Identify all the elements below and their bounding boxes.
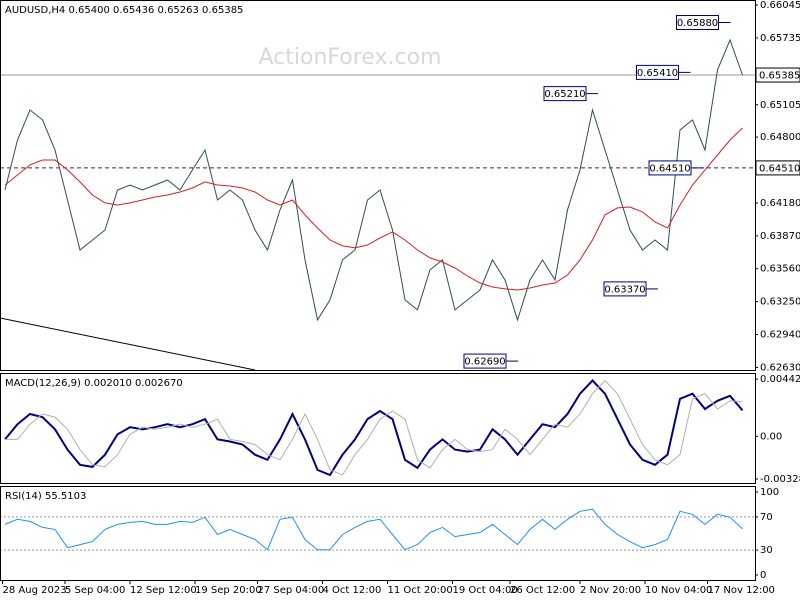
y-tick-label: 100 — [760, 487, 779, 498]
x-tick-label: 19 Oct 04:00 — [453, 585, 518, 596]
annotation-box — [603, 281, 647, 297]
y-tick-label: 70 — [760, 512, 773, 523]
y-tick-label: 0 — [760, 570, 766, 581]
annotation-label: 0.62690 — [464, 357, 505, 368]
x-tick-label: 17 Nov 12:00 — [708, 585, 775, 596]
annotation-label: 0.65410 — [637, 68, 678, 79]
annotation-label: 0.64510 — [649, 163, 690, 174]
y-tick-label: 0.66045 — [760, 0, 800, 11]
series-line — [4, 127, 743, 291]
x-tick-label: 27 Sep 04:00 — [258, 585, 325, 596]
y-tick-label: 0.62940 — [760, 330, 800, 341]
series-line — [5, 379, 743, 476]
y-tick-label: 30 — [760, 545, 773, 556]
x-tick-label: 4 Oct 12:00 — [323, 585, 382, 596]
annotation-box — [543, 86, 587, 102]
annotation-box — [463, 353, 507, 369]
series-line — [4, 38, 743, 322]
trend-line — [0, 317, 256, 371]
panel-title: MACD(12,26,9) 0.002010 0.002670 — [5, 378, 183, 389]
annotation-label: 0.65880 — [677, 18, 718, 29]
x-tick-label: 5 Sep 04:00 — [65, 585, 125, 596]
annotation-box — [636, 64, 679, 80]
x-tick-label: 19 Sep 20:00 — [195, 585, 262, 596]
annotation-label: 0.65210 — [544, 89, 585, 100]
panel-frame — [0, 0, 756, 371]
y-tick-label: 0.62630 — [760, 362, 800, 373]
annotation-box — [676, 15, 719, 31]
y-tick-label: 0.63250 — [760, 297, 800, 308]
x-tick-label: 10 Nov 04:00 — [645, 585, 712, 596]
watermark: ActionForex.com — [259, 45, 442, 70]
price-tag — [755, 160, 800, 176]
x-tick-label: 2 Nov 20:00 — [580, 585, 641, 596]
y-tick-label: 0.63560 — [760, 264, 800, 275]
price-tag — [755, 67, 800, 83]
annotation-label: 0.63370 — [604, 284, 645, 295]
y-tick-label: 0.65735 — [760, 33, 800, 44]
y-tick-label: 0.00 — [760, 431, 782, 442]
annotation-box — [648, 160, 692, 176]
series-line — [4, 508, 743, 551]
x-tick-label: 26 Oct 12:00 — [510, 585, 575, 596]
y-tick-label: 0.64800 — [760, 132, 800, 143]
panel-title: RSI(14) 55.5103 — [5, 491, 86, 502]
y-tick-label: 0.65105 — [760, 100, 800, 111]
price-tag-label: 0.64510 — [759, 163, 800, 174]
y-tick-label: 0.004427 — [760, 374, 800, 385]
panel-title: AUDUSD,H4 0.65400 0.65436 0.65263 0.6538… — [5, 5, 243, 16]
panel-frame — [0, 486, 756, 581]
price-tag-label: 0.65385 — [759, 71, 800, 82]
x-tick-label: 11 Oct 20:00 — [388, 585, 453, 596]
x-tick-label: 28 Aug 2023 — [3, 585, 67, 596]
y-tick-label: 0.63870 — [760, 231, 800, 242]
series-line — [4, 379, 744, 477]
y-tick-label: -0.003288 — [760, 474, 800, 485]
panel-frame — [0, 373, 756, 484]
y-tick-label: 0.64180 — [760, 198, 800, 209]
x-tick-label: 12 Sep 12:00 — [130, 585, 197, 596]
